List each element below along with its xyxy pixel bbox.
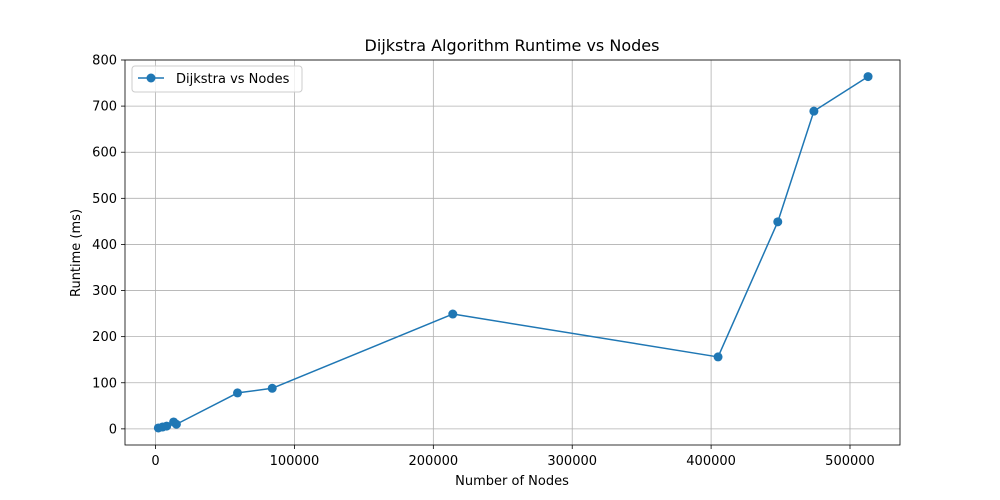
data-point [448, 309, 458, 319]
data-point [233, 388, 242, 398]
y-axis-label: Runtime (ms) [69, 209, 84, 297]
y-tick-label: 500 [92, 192, 117, 207]
y-tick-label: 800 [92, 54, 117, 69]
x-tick-label: 100000 [270, 454, 320, 469]
data-point [267, 383, 277, 393]
chart-title: Dijkstra Algorithm Runtime vs Nodes [365, 36, 660, 55]
data-point [809, 106, 819, 116]
data-point [162, 421, 172, 431]
x-tick-label: 300000 [547, 454, 597, 469]
x-tick-label: 400000 [686, 454, 736, 469]
x-axis-label: Number of Nodes [455, 474, 569, 489]
y-tick-label: 400 [92, 238, 117, 253]
y-tick-label: 600 [92, 146, 117, 161]
y-tick-label: 0 [109, 422, 117, 437]
legend-box [131, 65, 303, 93]
x-tick-label: 0 [151, 454, 159, 469]
x-tick-label: 200000 [409, 454, 459, 469]
data-point [713, 352, 723, 362]
y-tick-label: 100 [92, 376, 117, 391]
legend-marker-swatch [146, 73, 156, 83]
series-layer [153, 72, 873, 433]
data-point [773, 217, 783, 227]
legend-label: Dijkstra vs Nodes [176, 72, 290, 87]
tick-layer: 0 100000 200000 300000 400000 500000 0 100 200 30… [92, 54, 875, 470]
data-point [171, 419, 181, 429]
legend: Dijkstra vs Nodes [131, 65, 303, 93]
data-point [863, 72, 873, 82]
y-tick-label: 200 [92, 330, 117, 345]
plot-frame [124, 59, 901, 446]
x-tick-label: 500000 [825, 454, 875, 469]
y-tick-label: 700 [92, 100, 117, 115]
y-tick-label: 300 [92, 284, 117, 299]
